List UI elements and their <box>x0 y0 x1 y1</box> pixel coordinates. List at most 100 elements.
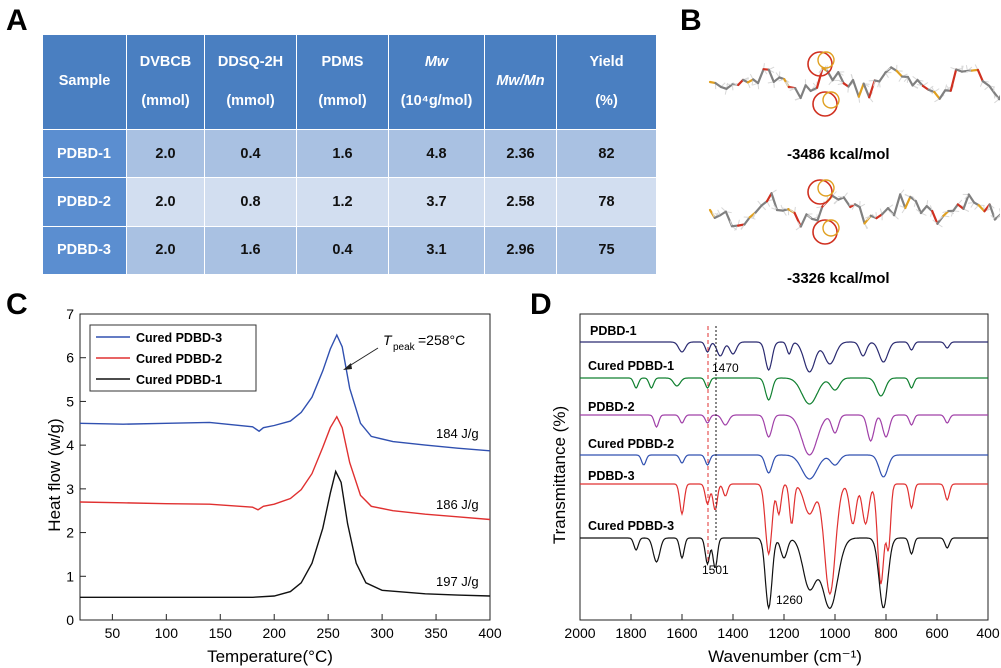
molecule-bond <box>919 205 928 215</box>
cell-pdi: 2.58 <box>484 177 557 227</box>
table-row: PDBD-2 2.0 0.8 1.2 3.7 2.58 78 <box>42 177 657 227</box>
molecule-bond <box>737 78 745 87</box>
molecule-bond <box>988 84 996 94</box>
molecule-bond <box>956 203 965 210</box>
legend-label-cured-pdbd-2: Cured PDBD-2 <box>136 352 222 366</box>
ftir-series-line <box>580 483 988 596</box>
energy-bottom-label: -3326 kcal/mol <box>787 270 890 287</box>
molecule-bond <box>977 204 986 213</box>
ftir-series-line <box>580 454 988 480</box>
molecule-bond <box>925 205 934 213</box>
molecular-structures <box>708 51 1000 245</box>
ftir-x-axis-label: Wavenumber (cm⁻¹) <box>708 647 862 666</box>
dsc-y-tick-label: 7 <box>66 306 74 322</box>
dsc-x-tick-label: 50 <box>105 625 121 641</box>
ftir-x-tick-label: 800 <box>874 625 898 641</box>
molecule-cage-ring <box>812 219 838 245</box>
legend-label-cured-pdbd-1: Cured PDBD-1 <box>136 373 222 387</box>
enthalpy-label-pdbd-2: 186 J/g <box>436 497 479 512</box>
molecule-bond <box>895 69 904 78</box>
table-row: PDBD-1 2.0 0.4 1.6 4.8 2.36 82 <box>42 128 657 179</box>
molecule-bond <box>921 84 930 91</box>
molecule-bottom-image <box>708 179 1000 245</box>
molecule-bond <box>976 68 984 83</box>
row-sample: PDBD-2 <box>42 177 127 227</box>
cell-pdms: 1.2 <box>296 177 389 227</box>
ftir-label-pdbd-2: PDBD-2 <box>588 400 635 414</box>
molecule-bond <box>754 204 763 214</box>
dsc-x-tick-label: 200 <box>263 625 287 641</box>
ftir-axes: 2000 1800 1600 1400 1200 1000 800 600 400 <box>564 313 1000 641</box>
tpeak-subscript: peak <box>393 342 416 353</box>
molecule-bond <box>911 78 919 87</box>
cell-pdi: 2.96 <box>484 225 557 276</box>
row-sample: PDBD-3 <box>42 225 127 276</box>
molecule-bond <box>916 78 924 87</box>
dsc-y-tick-label: 1 <box>66 568 74 584</box>
molecule-bond <box>933 90 941 100</box>
ftir-x-tick-label: 1000 <box>819 625 850 641</box>
tpeak-symbol: T <box>383 332 393 348</box>
row-sample: PDBD-1 <box>42 128 127 179</box>
molecule-bond <box>857 82 865 98</box>
molecule-bond <box>816 205 824 222</box>
annotation-1470: 1470 <box>712 361 739 375</box>
dsc-x-tick-label: 300 <box>370 625 394 641</box>
ftir-x-tick-label: 1200 <box>768 625 799 641</box>
cell-yield: 78 <box>556 177 657 227</box>
sample-table: Sample DVBCB (mmol) DDSQ-2H (mmol) PDMS (mm… <box>42 34 657 276</box>
dsc-legend: Cured PDBD-3 Cured PDBD-2 Cured PDBD-1 <box>89 324 257 392</box>
header-pdms: PDMS (mmol) <box>296 34 389 130</box>
ftir-label-pdbd-1: PDBD-1 <box>590 324 637 338</box>
panel-label-d: D <box>530 288 552 321</box>
molecule-bond <box>881 207 890 216</box>
ftir-series-line <box>580 341 988 373</box>
header-sample: Sample <box>42 34 127 130</box>
molecule-bond <box>858 205 866 225</box>
ftir-x-tick-label: 1800 <box>615 625 646 641</box>
molecule-bond <box>831 194 840 201</box>
tpeak-arrowhead <box>343 363 352 370</box>
dsc-y-tick-label: 5 <box>66 393 74 409</box>
ftir-x-tick-label: 1600 <box>666 625 697 641</box>
dsc-x-axis-label: Temperature(°C) <box>207 647 333 666</box>
molecule-bond <box>772 76 781 83</box>
ftir-label-cured-pdbd-3: Cured PDBD-3 <box>588 519 674 533</box>
molecule-bond <box>815 66 824 89</box>
cell-pdms: 1.6 <box>296 128 389 179</box>
molecule-bond <box>875 213 884 220</box>
ftir-series <box>580 341 988 611</box>
molecule-cage-ring <box>817 179 835 197</box>
ftir-chart: 2000 1800 1600 1400 1200 1000 800 600 400 PDBD-1… <box>550 313 1000 666</box>
ftir-x-tick-label: 2000 <box>564 625 595 641</box>
cell-ddsq: 0.4 <box>204 128 297 179</box>
molecule-bond <box>743 216 751 226</box>
sample-table-panel: Sample DVBCB (mmol) DDSQ-2H (mmol) PDMS (mm… <box>42 34 657 276</box>
header-pdi: Mw/Mn <box>484 34 557 130</box>
molecule-bond <box>794 87 802 100</box>
molecule-bond <box>725 83 734 90</box>
molecule-bond <box>981 80 991 87</box>
molecule-bond <box>767 68 775 83</box>
ftir-label-cured-pdbd-2: Cured PDBD-2 <box>588 437 674 451</box>
molecule-bond <box>998 94 1000 101</box>
molecule-bond <box>799 213 808 228</box>
annotation-1260: 1260 <box>776 593 803 607</box>
molecule-top-image <box>708 51 1000 117</box>
cell-dvbcb: 2.0 <box>126 128 205 179</box>
dsc-series-line-1 <box>80 469 491 598</box>
molecule-bond <box>809 86 819 93</box>
cell-yield: 82 <box>556 128 657 179</box>
ftir-y-axis-label: Transmittance (%) <box>550 406 569 544</box>
molecule-bond <box>949 68 958 92</box>
ftir-label-pdbd-3: PDBD-3 <box>588 469 635 483</box>
ftir-series-line <box>580 414 988 456</box>
legend-box <box>89 324 257 392</box>
dsc-y-tick-label: 4 <box>66 437 74 453</box>
tpeak-value: =258°C <box>418 332 465 348</box>
header-ddsq: DDSQ-2H (mmol) <box>204 34 297 130</box>
tpeak-arrow <box>345 347 379 369</box>
molecule-bond <box>914 199 923 215</box>
molecule-bond <box>765 192 773 203</box>
header-mw: Mw (10⁴g/mol) <box>388 34 485 130</box>
